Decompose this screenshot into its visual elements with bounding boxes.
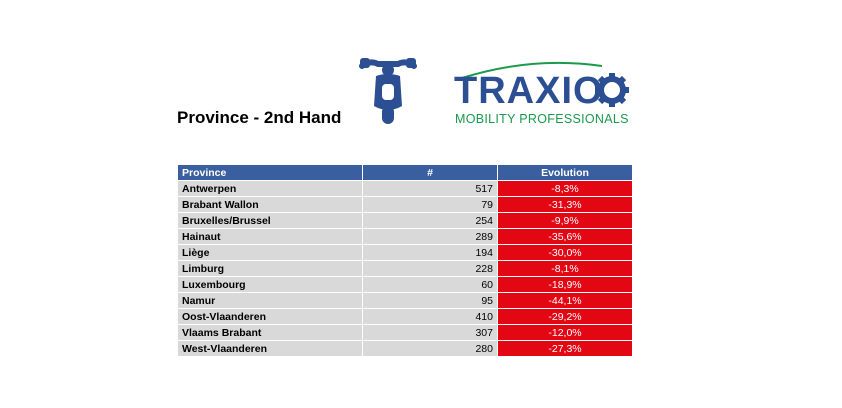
province-cell: Luxembourg — [177, 276, 363, 293]
header-count: # — [362, 164, 498, 181]
logo-brand-text: TRAXIO — [454, 70, 604, 112]
table-row: Antwerpen 517 -8,3% — [177, 180, 633, 197]
evolution-cell: -31,3% — [497, 196, 633, 213]
table-body: Antwerpen 517 -8,3% Brabant Wallon 79 -31,3% B… — [177, 180, 633, 357]
evolution-cell: -30,0% — [497, 244, 633, 261]
logo-subtitle: MOBILITY PROFESSIONALS — [455, 112, 629, 126]
province-cell: Limburg — [177, 260, 363, 277]
count-cell: 410 — [362, 308, 498, 325]
evolution-cell: -8,3% — [497, 180, 633, 197]
evolution-cell: -35,6% — [497, 228, 633, 245]
count-cell: 307 — [362, 324, 498, 341]
table-row: Brabant Wallon 79 -31,3% — [177, 196, 633, 213]
table-row: Luxembourg 60 -18,9% — [177, 276, 633, 293]
province-cell: West-Vlaanderen — [177, 340, 363, 357]
table-row: Namur 95 -44,1% — [177, 292, 633, 309]
province-cell: Bruxelles/Brussel — [177, 212, 363, 229]
count-cell: 228 — [362, 260, 498, 277]
province-cell: Oost-Vlaanderen — [177, 308, 363, 325]
evolution-cell: -12,0% — [497, 324, 633, 341]
province-table: Province # Evolution Antwerpen 517 -8,3% Br… — [177, 164, 633, 357]
province-cell: Vlaams Brabant — [177, 324, 363, 341]
table-row: Liège 194 -30,0% — [177, 244, 633, 261]
evolution-cell: -18,9% — [497, 276, 633, 293]
count-cell: 79 — [362, 196, 498, 213]
table-row: Limburg 228 -8,1% — [177, 260, 633, 277]
header-evolution: Evolution — [497, 164, 633, 181]
count-cell: 280 — [362, 340, 498, 357]
motorcycle-icon — [359, 58, 417, 124]
province-cell: Liège — [177, 244, 363, 261]
table-header-row: Province # Evolution — [177, 164, 633, 181]
province-cell: Antwerpen — [177, 180, 363, 197]
evolution-cell: -44,1% — [497, 292, 633, 309]
province-cell: Brabant Wallon — [177, 196, 363, 213]
province-cell: Namur — [177, 292, 363, 309]
logo-swoosh — [461, 61, 629, 107]
table-row: Bruxelles/Brussel 254 -9,9% — [177, 212, 633, 229]
traxio-logo: TRAXIO MOBILITY PROFESSIONALS — [452, 58, 632, 128]
page-title: Province - 2nd Hand — [177, 108, 342, 127]
header-province: Province — [177, 164, 363, 181]
count-cell: 194 — [362, 244, 498, 261]
table-row: Oost-Vlaanderen 410 -29,2% — [177, 308, 633, 325]
evolution-cell: -8,1% — [497, 260, 633, 277]
count-cell: 95 — [362, 292, 498, 309]
evolution-cell: -29,2% — [497, 308, 633, 325]
evolution-cell: -27,3% — [497, 340, 633, 357]
count-cell: 60 — [362, 276, 498, 293]
table-row: West-Vlaanderen 280 -27,3% — [177, 340, 633, 357]
count-cell: 517 — [362, 180, 498, 197]
table-row: Vlaams Brabant 307 -12,0% — [177, 324, 633, 341]
count-cell: 254 — [362, 212, 498, 229]
evolution-cell: -9,9% — [497, 212, 633, 229]
table-row: Hainaut 289 -35,6% — [177, 228, 633, 245]
count-cell: 289 — [362, 228, 498, 245]
province-cell: Hainaut — [177, 228, 363, 245]
